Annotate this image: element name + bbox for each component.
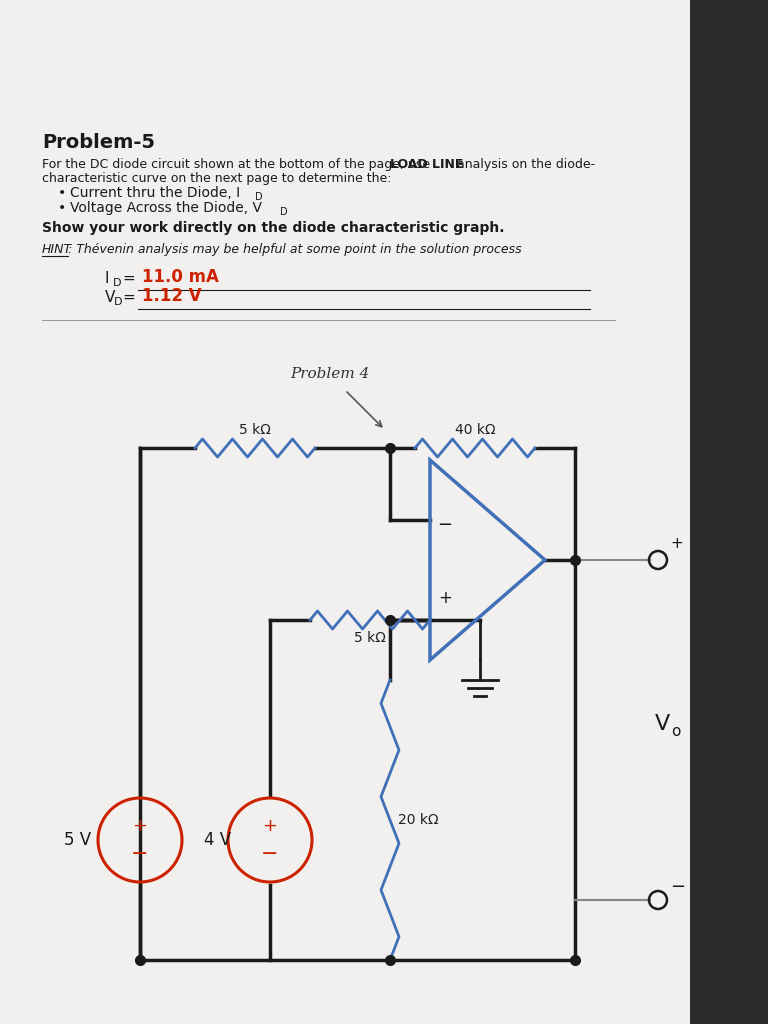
Text: =: =: [122, 271, 134, 286]
Text: Show your work directly on the diode characteristic graph.: Show your work directly on the diode cha…: [42, 221, 505, 234]
Text: D: D: [113, 278, 121, 288]
Text: 40 kΩ: 40 kΩ: [455, 423, 495, 437]
Text: −: −: [438, 516, 452, 534]
Text: o: o: [671, 724, 680, 739]
Text: 4 V: 4 V: [204, 831, 232, 849]
Text: •: •: [58, 186, 66, 200]
Text: −: −: [261, 844, 279, 864]
Text: 20 kΩ: 20 kΩ: [398, 813, 439, 827]
Text: +: +: [438, 589, 452, 607]
Text: Problem 4: Problem 4: [290, 367, 369, 381]
Text: 5 kΩ: 5 kΩ: [354, 631, 386, 645]
Bar: [0, 0, 690, 1024]
Text: −: −: [131, 844, 149, 864]
Text: Voltage Across the Diode, V: Voltage Across the Diode, V: [70, 201, 262, 215]
Text: 11.0 mA: 11.0 mA: [142, 268, 219, 286]
Text: =: =: [122, 290, 134, 305]
Text: −: −: [670, 878, 685, 896]
Text: V: V: [655, 714, 670, 734]
Text: D: D: [114, 297, 123, 307]
Text: +: +: [670, 536, 683, 551]
Text: D: D: [280, 207, 288, 217]
Text: LOAD LINE: LOAD LINE: [390, 158, 463, 171]
Text: Current thru the Diode, I: Current thru the Diode, I: [70, 186, 240, 200]
Text: HINT: HINT: [42, 243, 72, 256]
Text: 5 kΩ: 5 kΩ: [239, 423, 271, 437]
Text: I: I: [105, 271, 110, 286]
Text: 5 V: 5 V: [65, 831, 91, 849]
Text: Problem-5: Problem-5: [42, 133, 155, 152]
Text: : Thévenin analysis may be helpful at some point in the solution process: : Thévenin analysis may be helpful at so…: [68, 243, 521, 256]
Text: D: D: [255, 193, 263, 202]
Text: characteristic curve on the next page to determine the:: characteristic curve on the next page to…: [42, 172, 392, 185]
Bar: [690, 0, 768, 1024]
Text: •: •: [58, 201, 66, 215]
Text: V: V: [105, 290, 115, 305]
Text: +: +: [133, 817, 147, 835]
Text: 1.12 V: 1.12 V: [142, 287, 202, 305]
Text: analysis on the diode-: analysis on the diode-: [453, 158, 595, 171]
Text: For the DC diode circuit shown at the bottom of the page, use: For the DC diode circuit shown at the bo…: [42, 158, 434, 171]
Text: +: +: [263, 817, 277, 835]
